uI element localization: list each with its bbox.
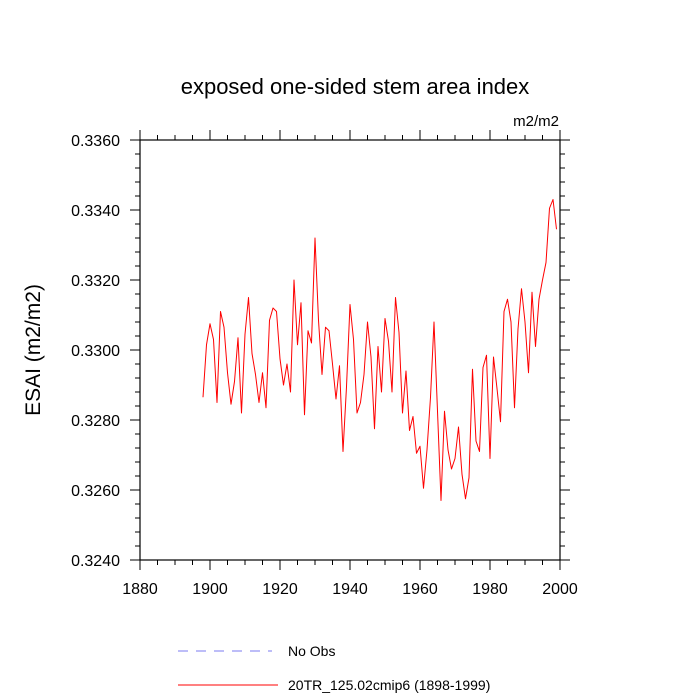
series-line bbox=[202, 199, 557, 501]
y-tick-label: 0.3240 bbox=[71, 553, 120, 570]
series-layer bbox=[202, 199, 557, 501]
x-tick-label: 1980 bbox=[472, 581, 508, 598]
y-tick-label: 0.3280 bbox=[71, 413, 120, 430]
y-tick-label: 0.3360 bbox=[71, 133, 120, 150]
y-tick-label: 0.3320 bbox=[71, 273, 120, 290]
x-tick-label: 1880 bbox=[122, 581, 158, 598]
x-tick-label: 1960 bbox=[402, 581, 438, 598]
x-tick-label: 1940 bbox=[332, 581, 368, 598]
x-tick-label: 1900 bbox=[192, 581, 228, 598]
y-axis-label: ESAI (m2/m2) bbox=[22, 284, 45, 416]
x-tick-label: 2000 bbox=[542, 581, 578, 598]
plot-frame bbox=[139, 139, 561, 561]
y-tick-label: 0.3300 bbox=[71, 343, 120, 360]
y-tick-label: 0.3340 bbox=[71, 203, 120, 220]
y-tick-label: 0.3260 bbox=[71, 483, 120, 500]
units-label: m2/m2 bbox=[513, 113, 559, 130]
legend-label-model: 20TR_125.02cmip6 (1898-1999) bbox=[288, 677, 490, 693]
legend: No Obs 20TR_125.02cmip6 (1898-1999) bbox=[178, 643, 490, 693]
legend-label-no-obs: No Obs bbox=[288, 643, 335, 659]
tick-labels: 1880 1900 1920 1940 1960 1980 2000 0.3240 0.3260… bbox=[71, 133, 578, 598]
chart-title: exposed one-sided stem area index bbox=[181, 74, 530, 99]
x-tick-label: 1920 bbox=[262, 581, 298, 598]
axis-ticks bbox=[130, 130, 570, 570]
